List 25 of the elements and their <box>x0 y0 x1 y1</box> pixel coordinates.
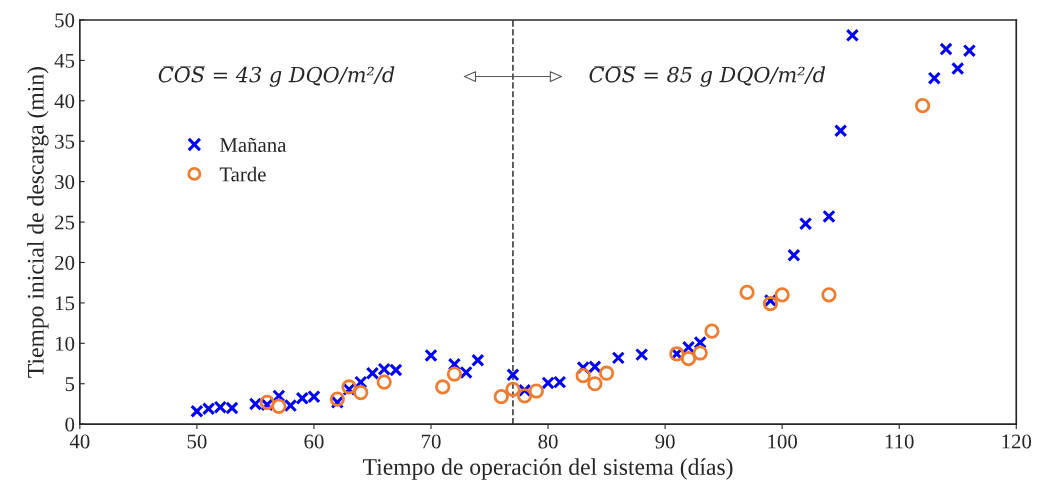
y-tick-label: 40 <box>54 94 75 109</box>
legend-label: Tarde <box>219 166 266 182</box>
x-tick-label: 50 <box>187 434 207 449</box>
x-tick-label: 60 <box>304 434 324 449</box>
y-tick-label: 30 <box>55 175 75 190</box>
x-tick-label: 80 <box>538 434 558 449</box>
y-tick-label: 45 <box>54 53 75 68</box>
x-axis-title: Tiempo de operación del sistema (días) <box>363 458 733 480</box>
x-tick-label: 110 <box>885 434 914 449</box>
x-tick-label: 90 <box>655 434 675 449</box>
annotation: C̅O̅S̅ = 43 g DQO/m²/d <box>158 66 395 87</box>
y-tick-label: 35 <box>55 134 75 149</box>
y-tick-label: 15 <box>55 296 75 311</box>
x-tick-label: 70 <box>421 434 441 449</box>
y-tick-label: 0 <box>65 417 75 432</box>
y-tick-label: 20 <box>55 255 75 270</box>
legend-label: Mañana <box>219 137 287 152</box>
annotation: C̅O̅S̅ = 85 g DQO/m²/d <box>589 66 826 87</box>
y-tick-label: 25 <box>55 215 75 230</box>
x-tick-label: 120 <box>1002 434 1032 449</box>
y-tick-label: 50 <box>55 13 75 28</box>
y-tick-label: 10 <box>55 336 75 351</box>
y-tick-label: 5 <box>65 377 75 392</box>
y-axis-title: Tiempo inicial de descarga (min) <box>27 67 49 378</box>
x-tick-label: 100 <box>768 434 797 449</box>
